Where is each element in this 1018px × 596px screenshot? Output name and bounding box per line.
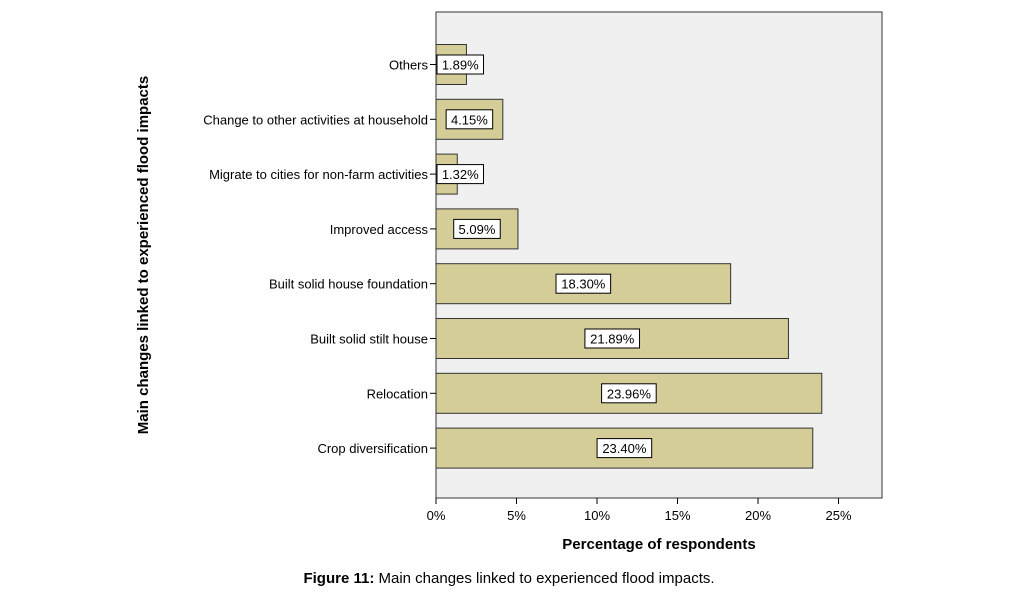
data-label: 18.30%: [561, 277, 606, 292]
x-tick-label: 20%: [745, 508, 771, 523]
data-label: 1.89%: [442, 58, 479, 73]
y-tick-label: Change to other activities at household: [203, 112, 428, 127]
data-label: 21.89%: [590, 332, 635, 347]
data-label-box: [436, 164, 484, 185]
y-axis-title: Main changes linked to experienced flood…: [135, 76, 152, 434]
data-label: 23.40%: [602, 441, 647, 456]
plot-area: [435, 11, 883, 499]
y-tick-label: Built solid stilt house: [310, 332, 428, 347]
data-label: 4.15%: [451, 112, 488, 127]
y-tick-label: Relocation: [367, 386, 428, 401]
data-label-box: [584, 328, 641, 349]
data-label-box: [596, 438, 653, 459]
y-tick-label: Built solid house foundation: [269, 277, 428, 292]
x-tick-label: 0%: [427, 508, 446, 523]
data-label-box: [436, 54, 484, 75]
data-label: 5.09%: [459, 222, 496, 237]
x-tick-label: 10%: [584, 508, 610, 523]
y-tick-label: Crop diversification: [317, 441, 428, 456]
y-tick-label: Migrate to cities for non-farm activitie…: [209, 167, 428, 182]
data-label-box: [555, 273, 612, 294]
x-tick-label: 25%: [826, 508, 852, 523]
figure-caption: Figure 11: Main changes linked to experi…: [0, 570, 1018, 587]
x-tick-label: 5%: [507, 508, 526, 523]
data-label-box: [445, 109, 494, 130]
bar: [435, 208, 519, 250]
caption-label: Figure 11:: [303, 570, 375, 587]
data-label: 1.32%: [442, 167, 479, 182]
y-tick-label: Others: [389, 58, 429, 73]
data-label-box: [601, 383, 657, 404]
bar: [435, 372, 823, 414]
x-tick-label: 15%: [665, 508, 691, 523]
data-label-box: [453, 218, 501, 239]
caption-text: Main changes linked to experienced flood…: [374, 570, 715, 587]
x-axis-title: Percentage of respondents: [562, 536, 755, 553]
data-label: 23.96%: [607, 386, 652, 401]
y-tick-label: Improved access: [330, 222, 429, 237]
